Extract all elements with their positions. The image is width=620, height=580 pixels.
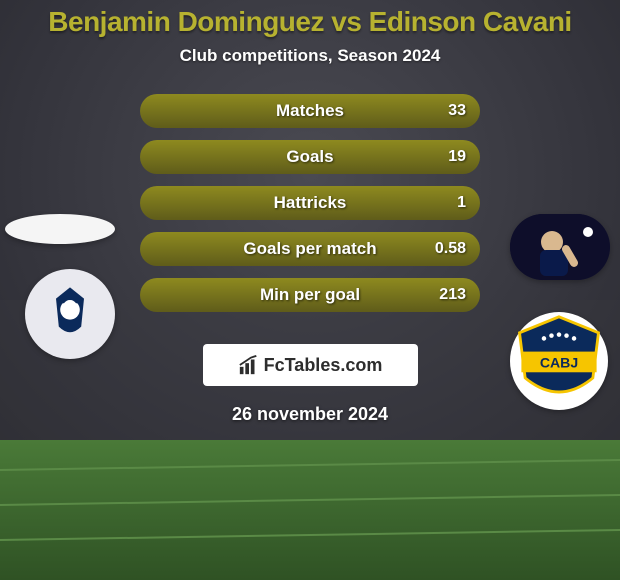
stat-bar-label: Matches bbox=[140, 94, 480, 128]
stat-bar-matches: Matches33 bbox=[140, 94, 480, 128]
svg-text:CABJ: CABJ bbox=[540, 355, 578, 371]
brand-text: FcTables.com bbox=[264, 355, 383, 376]
stat-bar-label: Goals bbox=[140, 140, 480, 174]
brand-box: FcTables.com bbox=[203, 344, 418, 386]
stat-bar-value: 213 bbox=[439, 278, 466, 312]
stat-bar-value: 33 bbox=[448, 94, 466, 128]
club-left-crest bbox=[25, 269, 115, 359]
stat-bar-value: 0.58 bbox=[435, 232, 466, 266]
stat-bar-label: Hattricks bbox=[140, 186, 480, 220]
stat-bar-hattricks: Hattricks1 bbox=[140, 186, 480, 220]
stat-bar-label: Goals per match bbox=[140, 232, 480, 266]
player-left-photo bbox=[5, 214, 115, 244]
brand-chart-icon bbox=[238, 354, 260, 376]
stat-bar-gpm: Goals per match0.58 bbox=[140, 232, 480, 266]
player-right-photo bbox=[510, 214, 610, 280]
stat-bar-value: 19 bbox=[448, 140, 466, 174]
comparison-subtitle: Club competitions, Season 2024 bbox=[0, 46, 620, 66]
stat-bar-label: Min per goal bbox=[140, 278, 480, 312]
comparison-title: Benjamin Dominguez vs Edinson Cavani bbox=[0, 0, 620, 38]
stats-area: CABJ Matches33Goals19Hattricks1Goals per… bbox=[0, 94, 620, 324]
stat-bar-mpg: Min per goal213 bbox=[140, 278, 480, 312]
stat-bar-goals: Goals19 bbox=[140, 140, 480, 174]
club-right-crest: CABJ bbox=[510, 312, 608, 410]
stat-bars: Matches33 Goals19 Hattricks1 Goals per matc… bbox=[140, 94, 480, 324]
stat-bar-value: 1 bbox=[457, 186, 466, 220]
